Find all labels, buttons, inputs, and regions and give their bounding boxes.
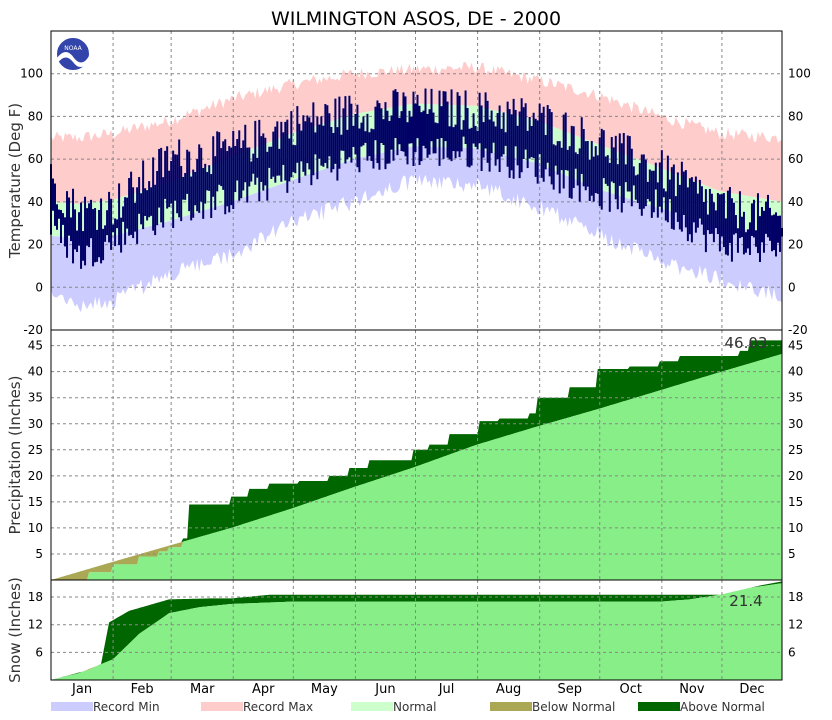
- snow-above-normal-area: [51, 581, 782, 680]
- chart-title: WILMINGTON ASOS, DE - 2000: [271, 8, 561, 30]
- precipitation-tick-left: 5: [35, 547, 43, 561]
- precipitation-tick-left: 15: [28, 495, 43, 509]
- snow-tick-right: 18: [788, 590, 803, 604]
- month-label-apr: Apr: [252, 682, 275, 697]
- month-label-jan: Jan: [71, 682, 92, 697]
- legend-label: Above Normal: [680, 700, 765, 714]
- month-label-sep: Sep: [557, 682, 582, 697]
- temperature-tick-right: 80: [788, 109, 803, 123]
- precipitation-tick-left: 35: [28, 391, 43, 405]
- temperature-tick-right: 60: [788, 152, 803, 166]
- precip-above-normal-area: [51, 340, 782, 580]
- snow-total-label: 21.4: [729, 592, 762, 610]
- snow-tick-left: 12: [28, 618, 43, 632]
- precipitation-ylabel: Precipitation (Inches): [6, 376, 24, 535]
- month-label-nov: Nov: [679, 682, 705, 697]
- observed-temperature-bars: [50, 88, 783, 269]
- precipitation-tick-right: 15: [788, 495, 803, 509]
- temperature-tick-right: 40: [788, 195, 803, 209]
- month-label-jul: Jul: [438, 682, 455, 697]
- month-label-jun: Jun: [374, 682, 395, 697]
- precipitation-tick-left: 30: [28, 417, 43, 431]
- month-label-mar: Mar: [190, 682, 215, 697]
- temperature-tick-left: -20: [23, 323, 43, 337]
- temperature-tick-left: 0: [35, 280, 43, 294]
- snow-tick-right: 12: [788, 618, 803, 632]
- temperature-tick-right: 100: [788, 67, 811, 81]
- precipitation-tick-right: 10: [788, 521, 803, 535]
- month-label-aug: Aug: [496, 682, 521, 697]
- noaa-logo-text: NOAA: [64, 45, 82, 52]
- month-label-feb: Feb: [131, 682, 154, 697]
- temperature-tick-left: 60: [28, 152, 43, 166]
- precip-normal-area: [51, 353, 782, 580]
- month-label-may: May: [311, 682, 338, 697]
- temperature-ylabel: Temperature (Deg F): [6, 103, 24, 259]
- legend-swatch: [351, 702, 393, 711]
- precipitation-tick-left: 40: [28, 365, 43, 379]
- temperature-tick-left: 40: [28, 195, 43, 209]
- normal-temperature-band: [51, 103, 782, 239]
- plot-frame: [50, 30, 783, 681]
- precipitation-tick-right: 30: [788, 417, 803, 431]
- month-label-oct: Oct: [620, 682, 642, 697]
- precip-total-label: 46.03: [725, 334, 768, 352]
- precipitation-tick-left: 25: [28, 443, 43, 457]
- temperature-tick-left: 20: [28, 238, 43, 252]
- precipitation-tick-left: 10: [28, 521, 43, 535]
- legend-label: Below Normal: [532, 700, 615, 714]
- legend-swatch: [638, 702, 680, 711]
- snow-tick-right: 6: [788, 645, 796, 659]
- precipitation-tick-right: 25: [788, 443, 803, 457]
- noaa-logo-wave: [57, 52, 89, 67]
- temperature-tick-left: 80: [28, 109, 43, 123]
- temperature-tick-right: 0: [788, 280, 796, 294]
- record-min-band: [51, 146, 782, 313]
- temperature-tick-right: 20: [788, 238, 803, 252]
- legend-label: Normal: [393, 700, 436, 714]
- record-max-band: [51, 62, 782, 204]
- precipitation-tick-right: 40: [788, 365, 803, 379]
- month-label-dec: Dec: [739, 682, 764, 697]
- legend-label: Record Max: [243, 700, 313, 714]
- precipitation-tick-right: 20: [788, 469, 803, 483]
- snow-ylabel: Snow (Inches): [6, 577, 24, 683]
- precipitation-tick-right: 35: [788, 391, 803, 405]
- temperature-tick-right: -20: [788, 323, 808, 337]
- legend-swatch: [201, 702, 243, 711]
- snow-tick-left: 6: [35, 645, 43, 659]
- legend-swatch: [490, 702, 532, 711]
- legend-swatch: [51, 702, 93, 711]
- precipitation-tick-right: 5: [788, 547, 796, 561]
- precipitation-tick-left: 45: [28, 339, 43, 353]
- legend-label: Record Min: [93, 700, 160, 714]
- snow-tick-left: 18: [28, 590, 43, 604]
- precipitation-tick-right: 45: [788, 339, 803, 353]
- noaa-logo: [55, 36, 91, 72]
- snow-normal-area: [51, 583, 782, 680]
- temperature-tick-left: 100: [20, 67, 43, 81]
- precipitation-tick-left: 20: [28, 469, 43, 483]
